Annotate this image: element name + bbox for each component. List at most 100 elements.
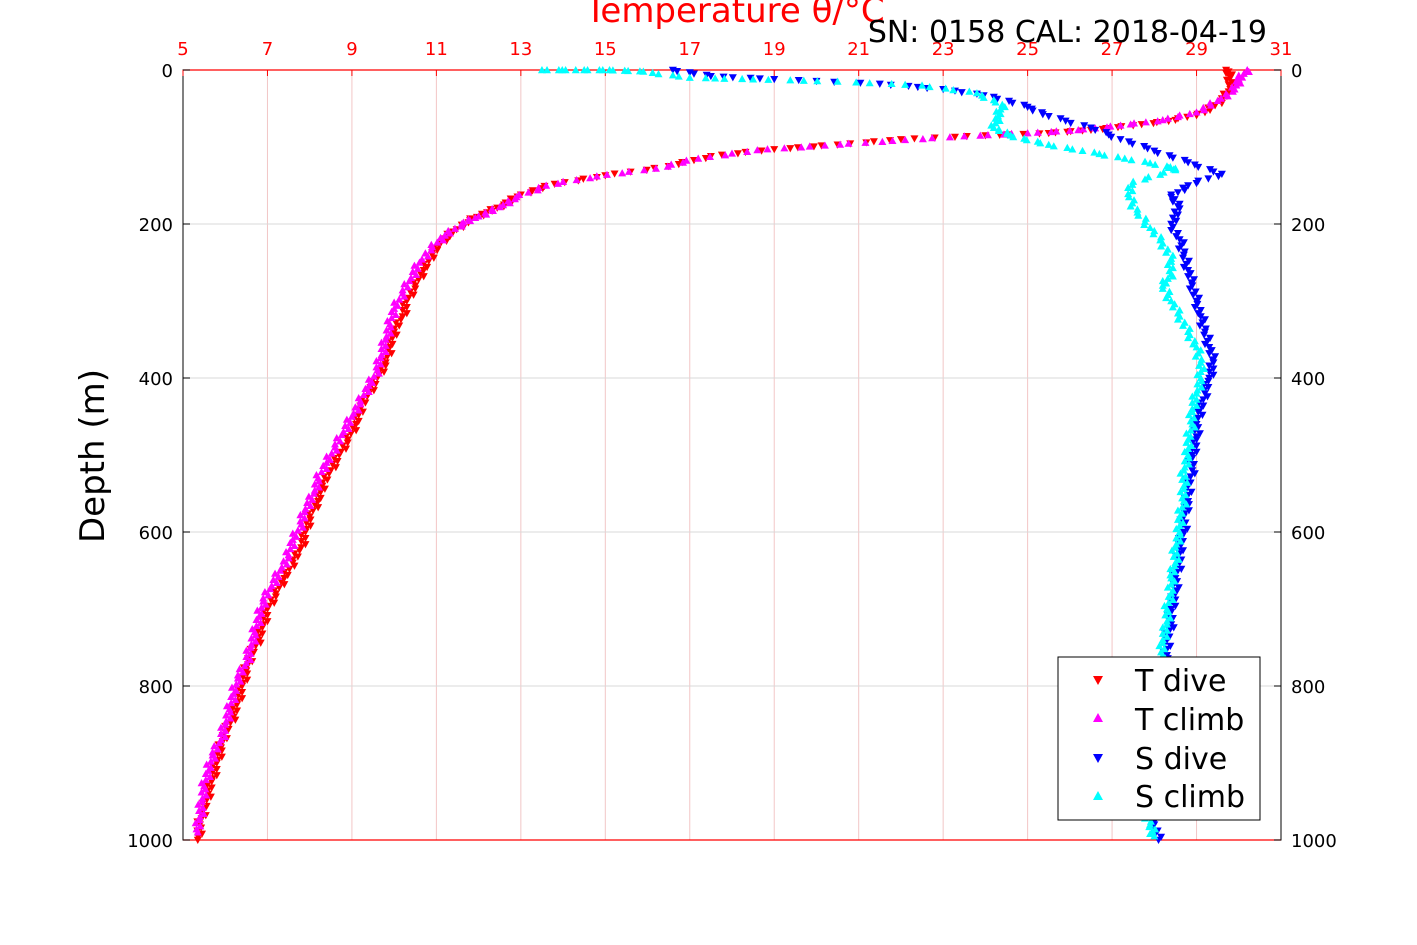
data-point: [608, 66, 617, 74]
legend-item-s-dive: S dive: [1093, 742, 1227, 777]
data-point: [246, 643, 255, 651]
data-point: [1176, 487, 1185, 496]
data-point: [1019, 130, 1028, 139]
data-point: [976, 131, 985, 139]
x-tick-label: 19: [763, 39, 786, 60]
x-tick-label: 5: [177, 39, 188, 60]
data-point: [1169, 624, 1178, 632]
data-point: [1022, 136, 1031, 144]
data-point: [411, 285, 420, 293]
data-point: [332, 434, 341, 442]
data-point: [836, 140, 845, 148]
data-point: [1190, 414, 1199, 422]
x-tick-label: 27: [1101, 39, 1124, 60]
data-point: [1184, 460, 1193, 468]
data-point: [256, 618, 265, 627]
data-point: [1185, 109, 1194, 118]
data-point: [1195, 322, 1204, 330]
data-point: [1168, 198, 1177, 206]
data-point: [207, 778, 216, 786]
data-point: [242, 646, 251, 654]
data-point: [226, 714, 235, 722]
legend-label-t-dive: T dive: [1134, 664, 1226, 699]
data-point: [271, 569, 280, 577]
data-point: [270, 599, 279, 607]
data-point: [780, 144, 789, 152]
data-point: [1184, 159, 1193, 167]
data-point: [246, 649, 255, 657]
data-point: [701, 74, 710, 82]
data-point: [354, 406, 363, 414]
legend-item-t-climb: T climb: [1093, 703, 1244, 738]
data-point: [251, 631, 260, 639]
data-point: [1184, 507, 1193, 515]
data-point: [983, 130, 992, 139]
data-point: [1193, 380, 1202, 388]
y-tick-label-left: 0: [162, 61, 173, 82]
data-point: [533, 186, 542, 194]
data-point: [1157, 242, 1166, 250]
data-point: [212, 765, 221, 774]
data-point: [1170, 568, 1179, 576]
data-point: [217, 723, 226, 731]
x-tick-label: 17: [678, 39, 701, 60]
data-point: [572, 175, 581, 184]
data-point: [721, 151, 730, 159]
data-point: [263, 618, 272, 626]
data-point: [624, 167, 633, 175]
data-point: [1244, 67, 1253, 76]
data-point: [1090, 148, 1099, 156]
data-point: [395, 295, 404, 303]
data-point: [1153, 117, 1162, 125]
y-tick-label-right: 200: [1291, 215, 1325, 236]
data-point: [215, 738, 224, 747]
data-point: [231, 716, 240, 724]
data-point: [1164, 592, 1173, 600]
data-point: [598, 66, 607, 74]
data-point: [1079, 125, 1088, 133]
data-point: [1171, 166, 1180, 174]
data-point: [1160, 645, 1169, 653]
data-point: [757, 147, 766, 155]
data-point: [1180, 447, 1189, 456]
data-point: [226, 708, 235, 716]
data-point: [1222, 76, 1231, 85]
data-point: [445, 229, 454, 237]
data-point: [252, 615, 261, 623]
data-point: [202, 791, 211, 799]
legend-label-s-dive: S dive: [1135, 742, 1227, 777]
data-point: [1167, 226, 1176, 235]
data-point: [251, 637, 260, 645]
data-point: [495, 203, 504, 211]
data-point: [945, 133, 954, 141]
data-point: [1183, 478, 1192, 486]
data-point: [1173, 189, 1182, 197]
data-point: [364, 375, 373, 383]
data-point: [1009, 132, 1018, 141]
data-point: [217, 729, 226, 737]
data-point: [1033, 128, 1042, 136]
data-point: [286, 538, 295, 546]
data-point: [654, 70, 663, 78]
data-point: [369, 372, 378, 380]
data-point: [1188, 398, 1197, 406]
x-tick-label: 25: [1016, 39, 1039, 60]
y-axis-label: Depth (m): [73, 369, 113, 543]
data-point: [325, 455, 334, 463]
data-point: [317, 467, 326, 476]
data-point: [1150, 147, 1159, 155]
data-point: [1192, 343, 1201, 351]
data-point: [1178, 503, 1187, 511]
data-point: [354, 411, 363, 419]
data-point: [402, 303, 411, 312]
data-point: [284, 554, 293, 562]
data-point: [1192, 436, 1201, 444]
data-point: [1182, 500, 1191, 508]
data-point: [1181, 472, 1190, 480]
data-point: [387, 307, 396, 315]
data-point: [336, 437, 345, 445]
data-point: [1206, 106, 1215, 115]
data-point: [207, 784, 216, 792]
data-point: [201, 775, 210, 784]
